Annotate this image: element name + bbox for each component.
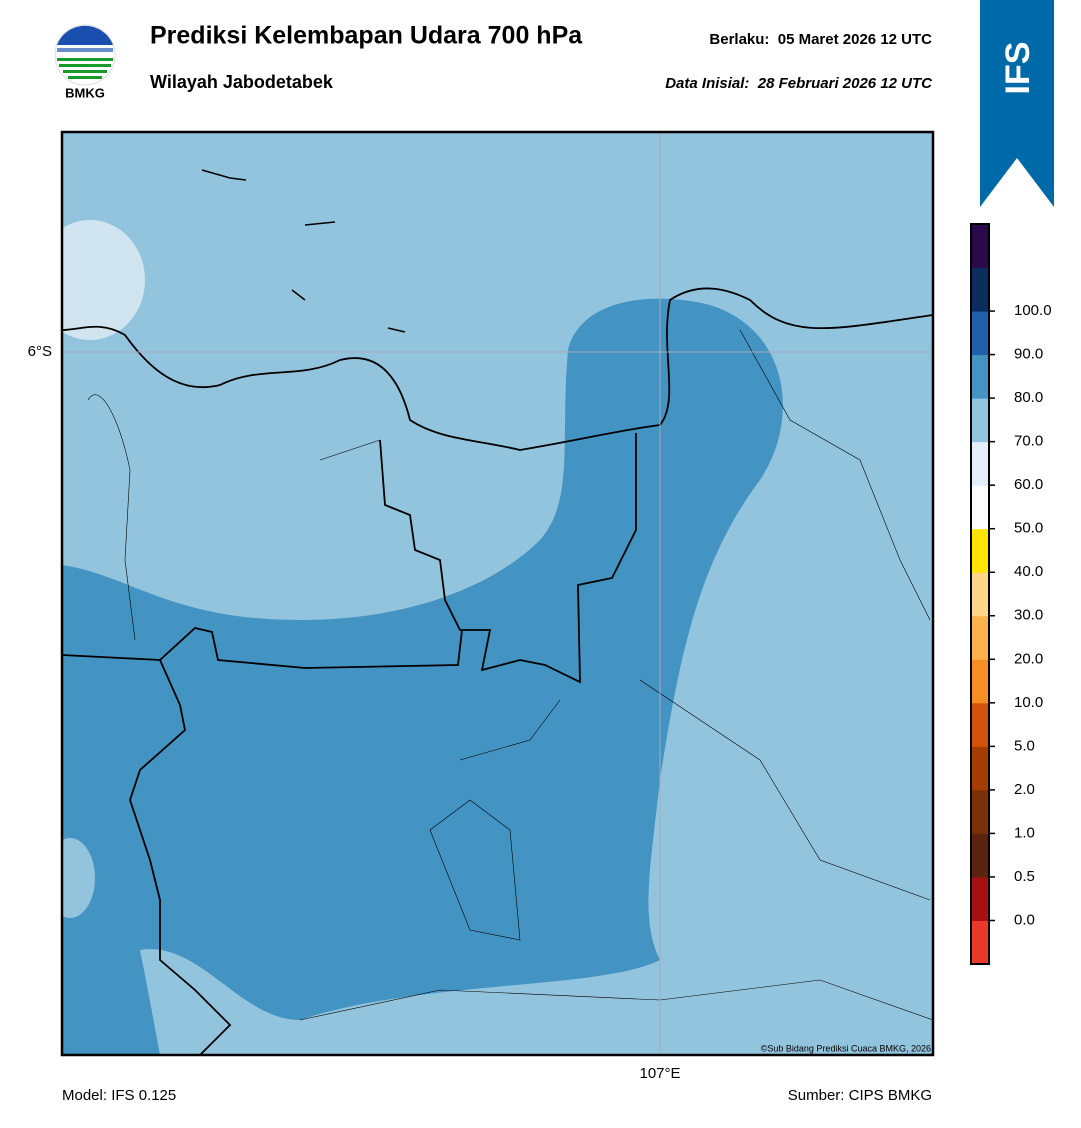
colorbar-band [971, 267, 989, 312]
colorbar-band [971, 920, 989, 965]
colorbar-band [971, 702, 989, 747]
colorbar-label: 60.0 [1014, 476, 1043, 493]
colorbar-band [971, 746, 989, 791]
colorbar-band [971, 224, 989, 269]
lon-label: 107°E [639, 1065, 680, 1082]
colorbar-label: 10.0 [1014, 694, 1043, 711]
colorbar-frame [970, 223, 990, 965]
lat-label: 6°S [28, 343, 52, 360]
colorbar-label: 2.0 [1014, 781, 1035, 798]
colorbar-band [971, 528, 989, 573]
model: Model: IFS 0.125 [62, 1087, 176, 1104]
map-frame [60, 130, 935, 1057]
colorbar-label: 70.0 [1014, 433, 1043, 450]
colorbar-band [971, 485, 989, 530]
colorbar-label: 1.0 [1014, 824, 1035, 841]
source: Sumber: CIPS BMKG [788, 1087, 932, 1104]
colorbar-band [971, 398, 989, 443]
colorbar-label: 40.0 [1014, 563, 1043, 580]
map [62, 132, 933, 1055]
colorbar-band [971, 659, 989, 704]
colorbar-label: 5.0 [1014, 737, 1035, 754]
colorbar-band [971, 789, 989, 834]
colorbar: 0.0 0.5 1.0 2.0 5.0 10.0 20.0 30.0 40.0 50.0 60.0 7… [970, 223, 1052, 965]
colorbar-band [971, 833, 989, 878]
colorbar-label: 0.0 [1014, 911, 1035, 928]
logo [54, 24, 116, 86]
colorbar-label: 50.0 [1014, 520, 1043, 537]
badge-ribbon [980, 0, 1054, 207]
colorbar-label: 80.0 [1014, 389, 1043, 406]
colorbar-band [971, 354, 989, 399]
colorbar-label: 20.0 [1014, 650, 1043, 667]
colorbar-band [971, 876, 989, 921]
colorbar-band [971, 615, 989, 660]
colorbar-label: 30.0 [1014, 607, 1043, 624]
colorbar-band [971, 572, 989, 617]
badge-text: IFS [999, 42, 1037, 95]
logo-text: BMKG [65, 85, 105, 100]
colorbar-label: 0.5 [1014, 868, 1035, 885]
colorbar-band [971, 311, 989, 356]
init-time: Data Inisial: 28 Februari 2026 12 UTC [665, 75, 933, 92]
title: Prediksi Kelembapan Udara 700 hPa [150, 22, 583, 50]
colorbar-label: 90.0 [1014, 346, 1043, 363]
colorbar-label: 100.0 [1014, 302, 1052, 319]
valid-time: Berlaku: 05 Maret 2026 12 UTC [709, 31, 932, 48]
credit: ©Sub Bidang Prediksi Cuaca BMKG, 2026 [761, 1043, 931, 1053]
colorbar-band [971, 441, 989, 486]
subtitle: Wilayah Jabodetabek [150, 72, 334, 92]
